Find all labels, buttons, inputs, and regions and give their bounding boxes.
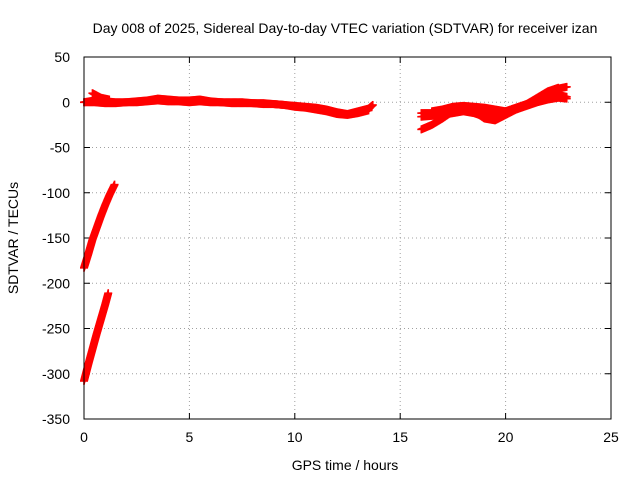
- data-points: [80, 82, 571, 385]
- chart-title: Day 008 of 2025, Sidereal Day-to-day VTE…: [93, 20, 598, 36]
- data-point: [553, 84, 562, 93]
- data-point: [104, 95, 113, 104]
- y-tick-label: -250: [42, 321, 70, 337]
- data-point: [561, 94, 570, 103]
- x-axis-label: GPS time / hours: [292, 457, 399, 473]
- y-tick-label: -300: [42, 366, 70, 382]
- y-tick-label: -100: [42, 185, 70, 201]
- data-point: [363, 106, 372, 115]
- y-tick-label: 50: [54, 49, 70, 65]
- y-axis-label: SDTVAR / TECUs: [5, 182, 21, 294]
- data-point: [368, 101, 377, 110]
- x-tick-label: 0: [80, 429, 88, 445]
- x-tick-label: 25: [603, 429, 619, 445]
- y-tick-label: -200: [42, 275, 70, 291]
- data-point: [561, 83, 570, 92]
- y-tick-label: -350: [42, 411, 70, 427]
- data-point: [103, 290, 112, 299]
- x-tick-label: 15: [392, 429, 408, 445]
- plot-frame: [83, 56, 612, 420]
- x-tick-label: 10: [287, 429, 303, 445]
- x-tick-label: 5: [186, 429, 194, 445]
- y-tick-label: 0: [62, 94, 70, 110]
- axis-ticks: 50 0 -50 -100 -150 -200 -250 -300 -350 0 5 10 15 20 25: [42, 49, 619, 445]
- data-point: [110, 181, 119, 190]
- x-tick-label: 20: [498, 429, 514, 445]
- y-tick-label: -50: [50, 140, 70, 156]
- y-tick-label: -150: [42, 230, 70, 246]
